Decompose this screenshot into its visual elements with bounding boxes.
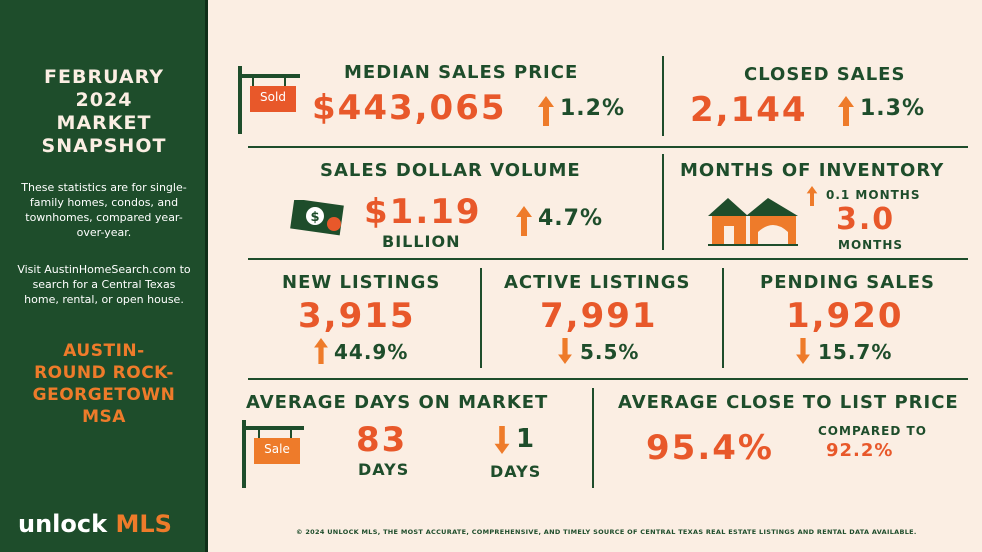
- sale-sign-icon: [242, 420, 304, 488]
- arrow-down-icon: [796, 338, 810, 364]
- months-inventory-label: MONTHS OF INVENTORY: [680, 160, 945, 181]
- msa-line: AUSTIN-: [63, 341, 145, 361]
- avg-close-value: 95.4%: [646, 428, 774, 468]
- sidebar: FEBRUARY 2024 MARKET SNAPSHOT These stat…: [0, 0, 208, 552]
- pending-sales-label: PENDING SALES: [760, 272, 935, 293]
- arrow-up-icon: [516, 206, 532, 236]
- sales-volume-label: SALES DOLLAR VOLUME: [320, 160, 581, 181]
- divider: [592, 388, 594, 488]
- median-price-label: MEDIAN SALES PRICE: [344, 62, 579, 83]
- active-listings-change: 5.5%: [580, 340, 640, 364]
- compared-to-label: COMPARED TO: [818, 424, 927, 438]
- logo-unlock: unlock: [18, 510, 108, 538]
- divider: [662, 154, 664, 250]
- avg-days-unit: DAYS: [358, 460, 410, 479]
- months-inventory-unit: MONTHS: [838, 238, 904, 252]
- median-price-change: 1.2%: [560, 96, 626, 121]
- sold-sign-icon: [238, 66, 300, 134]
- title-line: FEBRUARY: [44, 66, 164, 88]
- arrow-down-icon: [558, 338, 572, 364]
- sales-volume-change: 4.7%: [538, 206, 604, 231]
- msa-line: ROUND ROCK-: [34, 363, 174, 383]
- divider: [480, 268, 482, 368]
- new-listings-value: 3,915: [298, 296, 416, 336]
- arrow-up-icon: [314, 338, 328, 364]
- closed-sales-value: 2,144: [690, 90, 808, 130]
- new-listings-label: NEW LISTINGS: [282, 272, 441, 293]
- sales-volume-value: $1.19: [364, 192, 482, 232]
- msa-label: AUSTIN- ROUND ROCK- GEORGETOWN MSA: [0, 340, 208, 428]
- divider: [248, 146, 968, 148]
- house-icon: [708, 198, 798, 246]
- sidebar-visit-text: Visit AustinHomeSearch.com to search for…: [17, 263, 191, 306]
- sidebar-title: FEBRUARY 2024 MARKET SNAPSHOT: [0, 66, 208, 158]
- sale-sign-text: Sale: [264, 442, 290, 456]
- sidebar-description: These statistics are for single-family h…: [21, 181, 187, 239]
- closed-sales-label: CLOSED SALES: [744, 64, 906, 85]
- avg-close-label: AVERAGE CLOSE TO LIST PRICE: [618, 392, 959, 413]
- money-icon: $: [290, 200, 344, 236]
- active-listings-value: 7,991: [540, 296, 658, 336]
- avg-days-label: AVERAGE DAYS ON MARKET: [246, 392, 549, 413]
- new-listings-change: 44.9%: [334, 340, 409, 364]
- pending-sales-value: 1,920: [786, 296, 904, 336]
- closed-sales-change: 1.3%: [860, 96, 926, 121]
- avg-days-change: 1: [516, 424, 536, 454]
- arrow-up-icon: [806, 186, 818, 206]
- sales-volume-unit: BILLION: [382, 232, 461, 251]
- arrow-up-icon: [838, 96, 854, 126]
- title-line: SNAPSHOT: [41, 135, 167, 157]
- avg-days-value: 83: [356, 420, 408, 460]
- logo-mls: MLS: [115, 510, 172, 538]
- months-inventory-value: 3.0: [836, 202, 896, 237]
- compared-to-value: 92.2%: [826, 440, 894, 461]
- sold-sign-text: Sold: [260, 90, 286, 104]
- months-inventory-change: 0.1 MONTHS: [826, 188, 921, 202]
- msa-line: MSA: [82, 407, 126, 427]
- title-line: 2024: [75, 89, 133, 111]
- arrow-up-icon: [538, 96, 554, 126]
- msa-line: GEORGETOWN: [32, 385, 176, 405]
- copyright-footer: © 2024 UNLOCK MLS, THE MOST ACCURATE, CO…: [296, 528, 917, 536]
- divider: [722, 268, 724, 368]
- arrow-down-icon: [494, 426, 510, 454]
- avg-days-change-unit: DAYS: [490, 462, 542, 481]
- divider: [248, 378, 968, 380]
- pending-sales-change: 15.7%: [818, 340, 893, 364]
- active-listings-label: ACTIVE LISTINGS: [504, 272, 691, 293]
- median-price-value: $443,065: [312, 88, 507, 128]
- divider: [662, 56, 664, 136]
- title-line: MARKET: [56, 112, 152, 134]
- unlock-mls-logo: unlock MLS: [18, 510, 172, 538]
- divider: [248, 258, 968, 260]
- svg-text:$: $: [310, 210, 319, 225]
